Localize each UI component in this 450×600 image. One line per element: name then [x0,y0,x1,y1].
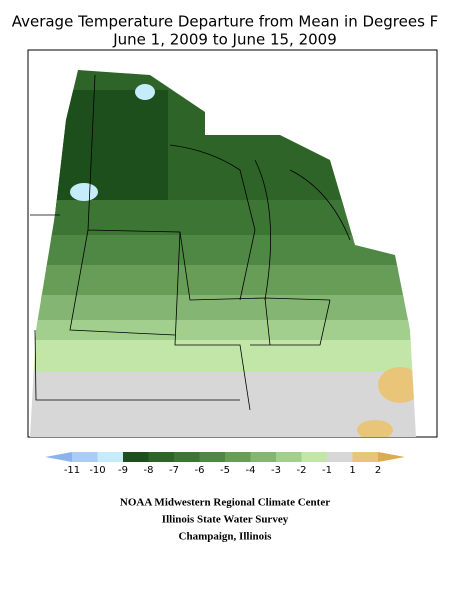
legend-label: -11 [64,465,80,476]
legend-label: -7 [169,465,179,476]
state-borders [30,74,351,411]
title: Average Temperature Departure from Mean … [12,13,439,31]
legend-swatch [174,452,200,462]
legend-label: -1 [322,465,332,476]
legend-label: -10 [89,465,105,476]
legend-swatch [352,452,378,462]
legend-swatch [327,452,353,462]
legend-label: 2 [375,465,381,476]
legend-label: -2 [297,465,307,476]
legend-swatch [72,452,98,462]
credit: NOAA Midwestern Regional Climate Center [120,497,330,509]
legend-label: -8 [144,465,154,476]
legend-swatch [148,452,174,462]
legend-swatch [276,452,302,462]
legend-label: -3 [271,465,281,476]
legend-label: -6 [195,465,205,476]
legend-label: -4 [246,465,256,476]
legend-label: -9 [118,465,128,476]
legend-arrow [378,452,405,462]
legend-swatch [301,452,327,462]
legend-arrow [45,452,72,462]
legend-swatch [123,452,149,462]
cool-spot [70,183,98,201]
cool-spot [135,84,155,100]
credit: Illinois State Water Survey [162,514,289,526]
legend-label: 1 [349,465,355,476]
legend-label: -5 [220,465,230,476]
legend-swatch [225,452,251,462]
legend-swatch [199,452,225,462]
legend-swatch [250,452,276,462]
legend: -11 -10 -9 -8 -7 -6 -5 -4 -3 -2 -1 1 2 [45,452,405,476]
legend-swatch [97,452,123,462]
credit: Champaign, Illinois [179,531,273,543]
subtitle: June 1, 2009 to June 15, 2009 [112,31,337,49]
